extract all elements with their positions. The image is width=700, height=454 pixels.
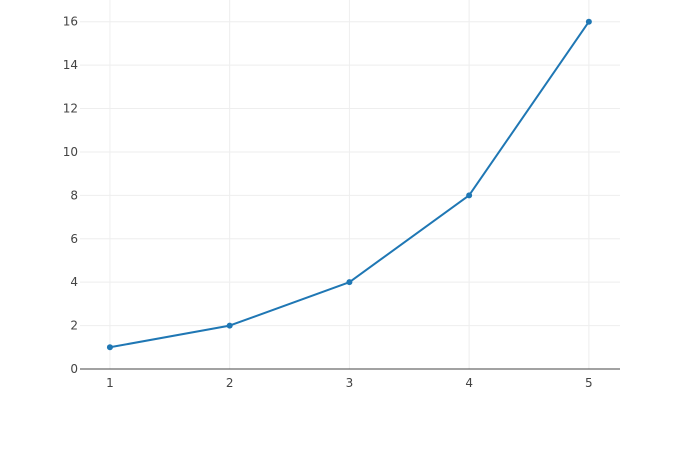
x-tick-label: 3 xyxy=(346,376,354,390)
y-tick-label: 0 xyxy=(70,362,78,376)
x-tick-label: 2 xyxy=(226,376,234,390)
series xyxy=(106,18,592,351)
y-tick-label: 4 xyxy=(70,275,78,289)
y-tick-label: 14 xyxy=(63,58,78,72)
y-tick-label: 2 xyxy=(70,319,78,333)
x-tick-label: 1 xyxy=(106,376,114,390)
y-tick-label: 12 xyxy=(63,102,78,116)
grid xyxy=(80,0,620,369)
y-tick-label: 6 xyxy=(70,232,78,246)
y-tick-label: 16 xyxy=(63,15,78,29)
x-tick-label: 5 xyxy=(585,376,593,390)
y-tick-label: 10 xyxy=(63,145,78,159)
data-point xyxy=(226,322,233,329)
data-point xyxy=(466,192,473,199)
data-point xyxy=(346,279,353,286)
data-point xyxy=(585,18,592,25)
y-tick-label: 8 xyxy=(70,188,78,202)
x-tick-label: 4 xyxy=(465,376,473,390)
data-point xyxy=(106,344,113,351)
